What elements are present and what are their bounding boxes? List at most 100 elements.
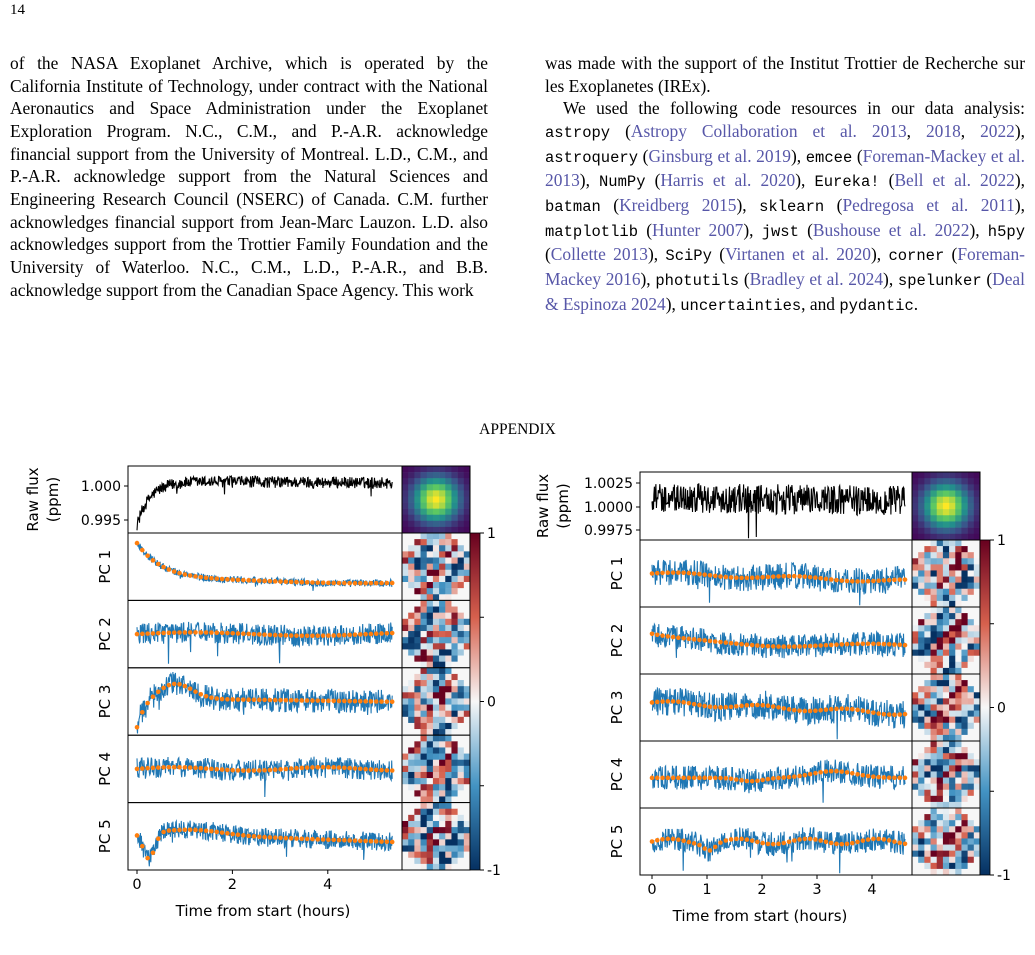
pixel (420, 759, 428, 767)
raw-curve (136, 474, 393, 531)
pixel (420, 790, 428, 797)
pixel (451, 514, 458, 522)
binned-point (839, 706, 845, 711)
pixel (414, 551, 421, 558)
binned-point (267, 578, 273, 584)
pixel (924, 607, 931, 614)
pixel (949, 631, 956, 638)
pixel (408, 466, 415, 473)
pixel (463, 673, 471, 681)
binned-point (262, 578, 267, 584)
pixel (432, 508, 440, 516)
pixel (918, 747, 925, 754)
binned-point (691, 841, 697, 846)
pixel (936, 509, 944, 516)
pixel (402, 594, 409, 601)
binned-point (649, 631, 655, 637)
pixel (463, 722, 471, 730)
pixel (426, 790, 434, 797)
pixel (973, 795, 981, 803)
pixel (445, 490, 452, 497)
pixel (955, 661, 962, 669)
pixel (924, 747, 931, 754)
binned-point (203, 694, 209, 699)
pixel (457, 551, 465, 558)
pixel (973, 808, 981, 815)
pixel (955, 753, 962, 760)
pixel (955, 741, 962, 748)
pixel (408, 502, 415, 509)
pixel (439, 624, 446, 632)
pixel (918, 667, 925, 675)
pixel (949, 600, 956, 608)
pixel (912, 686, 919, 693)
pixel (402, 808, 409, 816)
pixel (930, 619, 938, 626)
binned-point (849, 641, 855, 647)
pixel (463, 716, 471, 724)
y-tick-label: 1.0025 (584, 476, 633, 492)
x-axis-label: Time from start (hours) (175, 902, 351, 920)
binned-point (702, 638, 708, 643)
binned-point (770, 574, 776, 579)
x-tick-label: 2 (228, 877, 237, 893)
pixel (961, 753, 968, 760)
pixel (432, 496, 440, 503)
pixel (918, 838, 925, 845)
binned-point (320, 633, 326, 638)
pixel (924, 722, 931, 730)
binned-point (304, 836, 310, 842)
y-axis-label: PC 5 (608, 825, 626, 859)
pixel (445, 520, 452, 528)
pixel (930, 801, 938, 809)
pixel (457, 741, 465, 748)
pixel (445, 771, 452, 779)
pixel (912, 710, 919, 717)
colorbar (469, 532, 481, 871)
binned-point (145, 553, 150, 559)
binned-point (357, 632, 363, 637)
pixel (457, 533, 465, 540)
pixel (942, 564, 950, 571)
pixel (426, 631, 434, 638)
binned-point (357, 698, 363, 704)
binned-point (876, 836, 881, 842)
binned-point (697, 571, 702, 577)
binned-point (235, 577, 241, 583)
pixel (451, 771, 458, 779)
binned-point (697, 775, 702, 781)
pixel (402, 490, 409, 497)
pixel (924, 558, 931, 565)
pixel (955, 552, 962, 559)
pixel (955, 832, 962, 839)
pixel (432, 827, 440, 834)
pixel (942, 655, 950, 663)
pixel (930, 502, 938, 510)
pixel (426, 722, 434, 730)
pixel (408, 796, 415, 803)
pixel (445, 655, 452, 662)
pixel (967, 502, 975, 510)
pixel (439, 618, 446, 626)
pixel (918, 686, 925, 693)
pixel (967, 570, 975, 577)
thumbnail-frame (911, 740, 981, 809)
text: ( (638, 145, 649, 166)
pixel (451, 784, 458, 791)
pixel (463, 833, 471, 840)
pixel (912, 540, 919, 547)
pixel (408, 833, 415, 840)
binned-point (145, 631, 150, 636)
pixel (432, 778, 440, 785)
pixel (949, 680, 956, 687)
pixel (942, 795, 950, 803)
pixel (949, 826, 956, 833)
pixel (973, 765, 981, 772)
y-tick-label: 0.995 (81, 513, 121, 529)
pixel (942, 716, 950, 724)
pixel (414, 606, 421, 613)
pixel (432, 484, 440, 491)
pixel (439, 673, 446, 681)
pixel (967, 716, 975, 724)
pixel (420, 851, 428, 859)
